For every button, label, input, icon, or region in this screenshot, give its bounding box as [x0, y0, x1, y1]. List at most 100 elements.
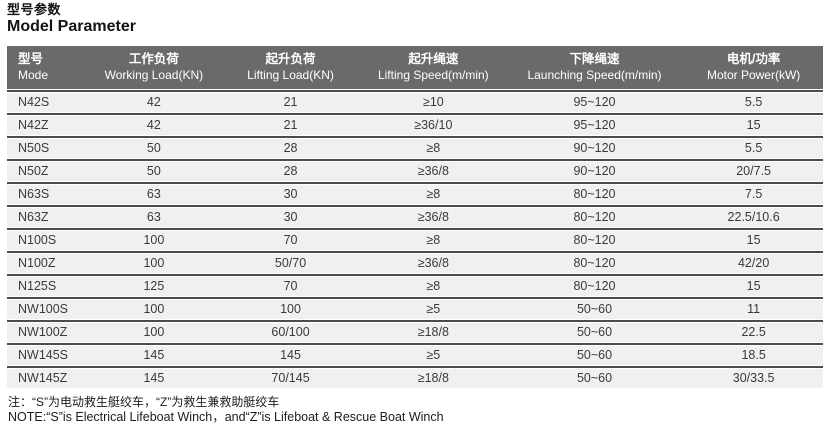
col-header-working-load-en: Working Load(KN) [104, 67, 204, 82]
cell-launching-speed: 80~120 [504, 254, 685, 274]
cell-lifting-load: 70 [219, 277, 362, 297]
cell-lifting-load: 60/100 [219, 323, 362, 343]
table-body: N42S 42 21 ≥10 95~120 5.5 N42Z 42 21 ≥36… [7, 89, 823, 389]
cell-lifting-speed: ≥8 [361, 139, 505, 159]
cell-lifting-load: 21 [219, 93, 362, 113]
cell-working-load: 100 [88, 254, 220, 274]
cell-motor-power: 30/33.5 [684, 369, 823, 389]
table-row: N63Z 63 30 ≥36/8 80~120 22.5/10.6 [7, 208, 823, 228]
cell-lifting-speed: ≥8 [361, 277, 505, 297]
cell-motor-power: 7.5 [684, 185, 823, 205]
table-row: NW100S 100 100 ≥5 50~60 11 [7, 300, 823, 320]
cell-mode: N42Z [7, 116, 89, 136]
page-title-zh: 型号参数 [7, 2, 62, 17]
col-header-lifting-speed: 起升绳速 Lifting Speed(m/min) [361, 45, 505, 90]
cell-launching-speed: 50~60 [504, 323, 685, 343]
footnote-en: NOTE:“S”is Electrical Lifeboat Winch，and… [8, 410, 444, 425]
cell-mode: N63S [7, 185, 89, 205]
cell-motor-power: 5.5 [684, 93, 823, 113]
table-header: 型号 Mode 工作负荷 Working Load(KN) 起升负荷 Lifti… [7, 45, 823, 90]
cell-lifting-load: 30 [219, 208, 362, 228]
cell-lifting-load: 28 [219, 162, 362, 182]
cell-mode: N63Z [7, 208, 89, 228]
row-separator [7, 342, 823, 347]
col-header-lifting-speed-en: Lifting Speed(m/min) [377, 67, 489, 82]
cell-motor-power: 11 [684, 300, 823, 320]
row-separator [7, 296, 823, 301]
col-header-lifting-speed-zh: 起升绳速 [408, 51, 459, 66]
table-row: N42S 42 21 ≥10 95~120 5.5 [7, 93, 823, 113]
cell-lifting-speed: ≥5 [361, 300, 505, 320]
row-separator [7, 112, 823, 117]
cell-motor-power: 15 [684, 231, 823, 251]
cell-lifting-speed: ≥36/8 [361, 162, 505, 182]
row-separator [7, 204, 823, 209]
cell-working-load: 42 [88, 116, 220, 136]
cell-lifting-speed: ≥10 [361, 93, 505, 113]
row-separator [7, 273, 823, 278]
col-header-lifting-load-en: Lifting Load(KN) [247, 67, 334, 82]
cell-launching-speed: 80~120 [504, 208, 685, 228]
row-separator [7, 227, 823, 232]
col-header-launching-speed-en: Launching Speed(m/min) [527, 67, 662, 82]
cell-mode: N100Z [7, 254, 89, 274]
cell-lifting-speed: ≥5 [361, 346, 505, 366]
col-header-motor-power-zh: 电机/功率 [726, 51, 781, 66]
cell-mode: NW100S [7, 300, 89, 320]
cell-working-load: 100 [88, 323, 220, 343]
row-separator [7, 158, 823, 163]
footnote-zh: 注：“S”为电动救生艇绞车，“Z”为救生兼救助艇绞车 [8, 395, 280, 410]
cell-mode: NW145S [7, 346, 89, 366]
cell-mode: N100S [7, 231, 89, 251]
cell-mode: N42S [7, 93, 89, 113]
cell-launching-speed: 95~120 [504, 116, 685, 136]
cell-launching-speed: 50~60 [504, 346, 685, 366]
row-separator [7, 181, 823, 186]
table-row: N50Z 50 28 ≥36/8 90~120 20/7.5 [7, 162, 823, 182]
table-row: NW145Z 145 70/145 ≥18/8 50~60 30/33.5 [7, 369, 823, 389]
table-row: N100S 100 70 ≥8 80~120 15 [7, 231, 823, 251]
cell-working-load: 100 [88, 231, 220, 251]
row-separator [7, 250, 823, 255]
col-header-working-load-zh: 工作负荷 [128, 51, 179, 66]
cell-working-load: 145 [88, 346, 220, 366]
col-header-lifting-load-zh: 起升负荷 [265, 51, 316, 66]
cell-working-load: 100 [88, 300, 220, 320]
cell-lifting-speed: ≥36/8 [361, 254, 505, 274]
col-header-motor-power: 电机/功率 Motor Power(kW) [684, 45, 823, 90]
col-header-mode-en: Mode [18, 67, 49, 82]
model-parameter-table: 型号 Mode 工作负荷 Working Load(KN) 起升负荷 Lifti… [7, 45, 823, 389]
cell-working-load: 50 [88, 162, 220, 182]
cell-working-load: 63 [88, 208, 220, 228]
cell-lifting-speed: ≥8 [361, 231, 505, 251]
cell-working-load: 42 [88, 93, 220, 113]
row-separator [7, 319, 823, 324]
cell-mode: NW100Z [7, 323, 89, 343]
row-separator [7, 365, 823, 370]
header-row: 型号 Mode 工作负荷 Working Load(KN) 起升负荷 Lifti… [7, 45, 823, 90]
cell-working-load: 63 [88, 185, 220, 205]
table-row: NW145S 145 145 ≥5 50~60 18.5 [7, 346, 823, 366]
cell-launching-speed: 90~120 [504, 139, 685, 159]
col-header-mode: 型号 Mode [7, 45, 89, 90]
cell-motor-power: 15 [684, 116, 823, 136]
page-title-en: Model Parameter [7, 18, 136, 36]
cell-working-load: 125 [88, 277, 220, 297]
cell-mode: NW145Z [7, 369, 89, 389]
table-row: N100Z 100 50/70 ≥36/8 80~120 42/20 [7, 254, 823, 274]
cell-motor-power: 42/20 [684, 254, 823, 274]
cell-launching-speed: 50~60 [504, 369, 685, 389]
cell-lifting-load: 30 [219, 185, 362, 205]
cell-launching-speed: 80~120 [504, 185, 685, 205]
cell-mode: N125S [7, 277, 89, 297]
table-row: N125S 125 70 ≥8 80~120 15 [7, 277, 823, 297]
cell-launching-speed: 90~120 [504, 162, 685, 182]
cell-mode: N50S [7, 139, 89, 159]
cell-lifting-load: 70 [219, 231, 362, 251]
cell-lifting-load: 50/70 [219, 254, 362, 274]
cell-lifting-load: 70/145 [219, 369, 362, 389]
table-row: N50S 50 28 ≥8 90~120 5.5 [7, 139, 823, 159]
cell-lifting-speed: ≥36/10 [361, 116, 505, 136]
row-separator [7, 89, 823, 94]
